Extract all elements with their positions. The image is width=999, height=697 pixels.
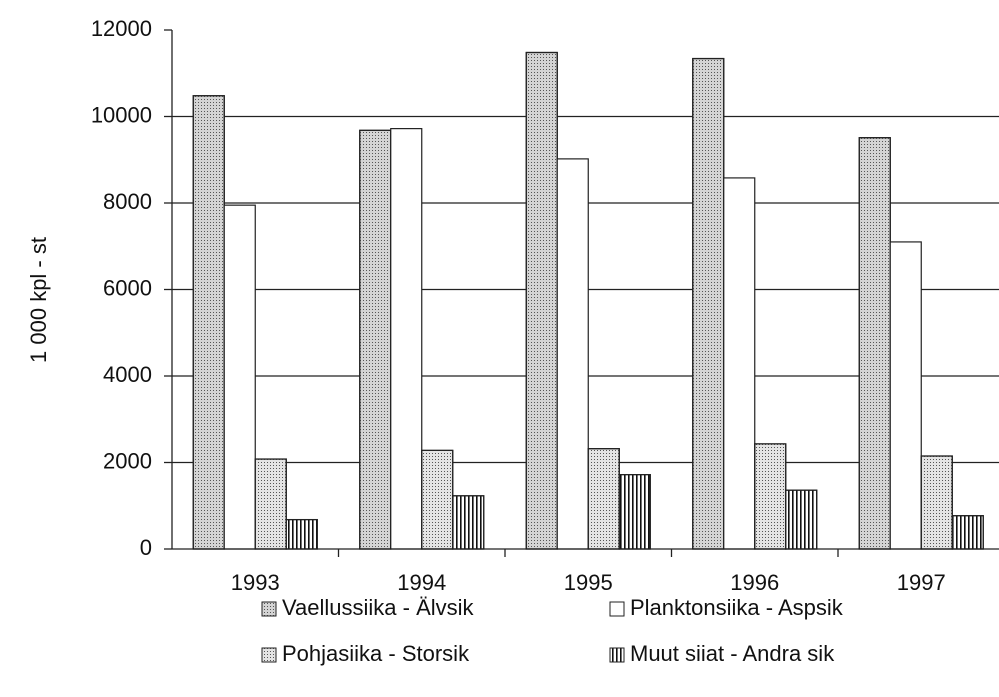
bar-pattern bbox=[254, 458, 287, 550]
y-tick-label: 0 bbox=[140, 535, 152, 560]
bar-pattern bbox=[421, 449, 454, 550]
x-tick-label: 1994 bbox=[397, 570, 446, 595]
y-axis-label: 1 000 kpl - st bbox=[26, 237, 51, 363]
y-tick-label: 6000 bbox=[103, 275, 152, 300]
bar bbox=[390, 128, 423, 550]
bar-pattern bbox=[692, 57, 725, 550]
bar-pattern bbox=[192, 95, 225, 550]
legend-swatch-pattern bbox=[261, 601, 277, 617]
legend-swatch bbox=[609, 601, 625, 617]
legend-label: Pohjasiika - Storsik bbox=[282, 641, 470, 666]
x-tick-label: 1997 bbox=[897, 570, 946, 595]
y-tick-label: 10000 bbox=[91, 102, 152, 127]
legend-label: Muut siiat - Andra sik bbox=[630, 641, 835, 666]
bar-pattern bbox=[618, 474, 651, 550]
bar bbox=[556, 158, 589, 550]
bar-pattern bbox=[785, 489, 818, 550]
bar-pattern bbox=[587, 448, 620, 550]
bar-pattern bbox=[858, 137, 891, 550]
legend-swatch-pattern bbox=[261, 647, 277, 663]
x-tick-label: 1996 bbox=[730, 570, 779, 595]
bar-pattern bbox=[525, 51, 558, 550]
bar-pattern bbox=[359, 129, 392, 550]
bar-pattern bbox=[920, 455, 953, 550]
bar bbox=[223, 204, 256, 550]
bar-pattern bbox=[452, 495, 485, 550]
bar-pattern bbox=[285, 518, 318, 550]
bar bbox=[723, 177, 756, 550]
y-tick-label: 12000 bbox=[91, 16, 152, 41]
y-tick-label: 4000 bbox=[103, 362, 152, 387]
bar-pattern bbox=[951, 515, 984, 550]
y-tick-label: 8000 bbox=[103, 189, 152, 214]
legend-label: Vaellussiika - Älvsik bbox=[282, 595, 475, 620]
y-tick-label: 2000 bbox=[103, 448, 152, 473]
legend-label: Planktonsiika - Aspsik bbox=[630, 595, 844, 620]
x-tick-label: 1995 bbox=[564, 570, 613, 595]
legend-swatch-pattern bbox=[609, 647, 625, 663]
bar bbox=[889, 241, 922, 550]
bar-pattern bbox=[754, 443, 787, 550]
x-tick-label: 1993 bbox=[231, 570, 280, 595]
